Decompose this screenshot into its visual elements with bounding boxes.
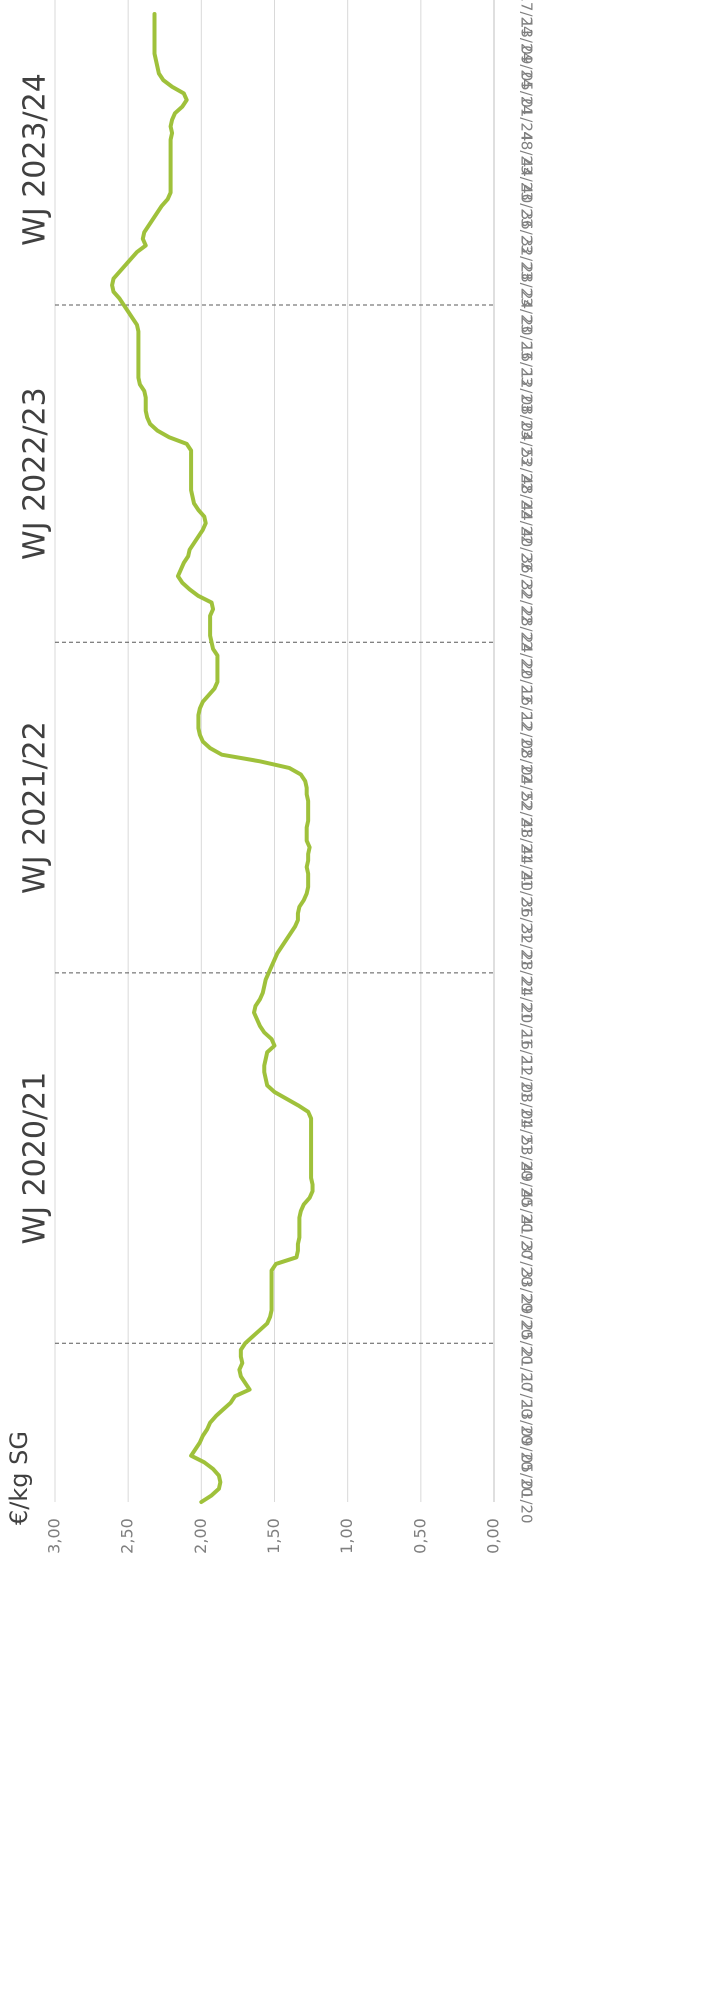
x-tick-label: 08/22 xyxy=(518,740,536,783)
y-tick-label: 3,00 xyxy=(45,1518,64,1554)
x-tick-label: 44/21 xyxy=(518,846,536,889)
x-tick-label: 36/23 xyxy=(518,211,536,254)
x-tick-label: 32/23 xyxy=(518,237,536,280)
y-tick-label: 0,00 xyxy=(484,1518,503,1554)
x-tick-label: 09/20 xyxy=(518,1427,536,1470)
x-tick-label: 16/22 xyxy=(518,687,536,730)
y-tick-label: 2,50 xyxy=(118,1518,137,1554)
x-tick-label: 33/20 xyxy=(518,1269,536,1312)
x-tick-label: 09/24 xyxy=(518,45,536,88)
x-tick-label: 21/20 xyxy=(518,1348,536,1391)
season-label: WJ 2023/24 xyxy=(18,73,53,246)
season-label: WJ 2022/23 xyxy=(18,387,53,560)
y-tick-label: 1,50 xyxy=(264,1518,283,1554)
x-tick-label: 36/22 xyxy=(518,555,536,598)
x-tick-label: 16/21 xyxy=(518,1031,536,1074)
x-tick-label: 44/23 xyxy=(518,158,536,201)
y-tick-label: 1,00 xyxy=(337,1518,356,1554)
x-tick-label: 28/23 xyxy=(518,264,536,307)
x-tick-label: 40/23 xyxy=(518,184,536,227)
x-tick-label: 12/22 xyxy=(518,713,536,756)
x-tick-label: 01/20 xyxy=(518,1480,536,1523)
x-tick-label: 24/22 xyxy=(518,634,536,677)
x-tick-label: 52/21 xyxy=(518,793,536,836)
x-tick-label: 13/20 xyxy=(518,1401,536,1444)
x-tick-label: 13/24 xyxy=(518,19,536,62)
x-tick-label: 29/20 xyxy=(518,1295,536,1338)
x-tick-label: 24/21 xyxy=(518,978,536,1021)
x-tick-label: 32/22 xyxy=(518,581,536,624)
x-tick-label: 40/21 xyxy=(518,872,536,915)
x-tick-label: 04/22 xyxy=(518,766,536,809)
x-tick-label: 28/22 xyxy=(518,607,536,650)
x-tick-label: 44/22 xyxy=(518,502,536,545)
x-tick-label: 25/20 xyxy=(518,1322,536,1365)
x-tick-label: 37/20 xyxy=(518,1242,536,1285)
x-tick-label: 52/22 xyxy=(518,449,536,492)
x-tick-label: 48/21 xyxy=(518,819,536,862)
x-tick-label: 48/23 xyxy=(518,131,536,174)
x-tick-label: 32/21 xyxy=(518,925,536,968)
x-tick-label: 36/21 xyxy=(518,898,536,941)
season-label: WJ 2020/21 xyxy=(18,1072,53,1245)
x-tick-label: 28/21 xyxy=(518,951,536,994)
x-tick-label: 05/24 xyxy=(518,72,536,115)
x-tick-label: 49/20 xyxy=(518,1163,536,1206)
x-tick-label: 45/20 xyxy=(518,1189,536,1232)
x-tick-label: 04/23 xyxy=(518,422,536,465)
x-tick-label: 20/23 xyxy=(518,316,536,359)
price-line xyxy=(110,12,315,1504)
x-tick-label: 40/22 xyxy=(518,528,536,571)
x-tick-label: 04/21 xyxy=(518,1110,536,1153)
y-axis-title: €/kg SG xyxy=(5,1431,33,1525)
x-tick-label: 12/21 xyxy=(518,1057,536,1100)
x-tick-label: 41/20 xyxy=(518,1216,536,1259)
x-tick-label: 20/22 xyxy=(518,660,536,703)
x-tick-label: 16/23 xyxy=(518,343,536,386)
y-tick-label: 0,50 xyxy=(410,1518,429,1554)
season-label: WJ 2021/22 xyxy=(18,721,53,894)
x-tick-label: 01/24 xyxy=(518,98,536,141)
x-tick-label: 24/23 xyxy=(518,290,536,333)
x-tick-label: 17/20 xyxy=(518,1375,536,1418)
x-tick-label: 48/22 xyxy=(518,475,536,518)
x-tick-label: 17/24 xyxy=(518,0,536,36)
x-tick-label: 05/20 xyxy=(518,1454,536,1497)
x-tick-label: 20/21 xyxy=(518,1004,536,1047)
x-tick-label: 53/20 xyxy=(518,1136,536,1179)
x-tick-label: 08/23 xyxy=(518,396,536,439)
x-tick-label: 12/23 xyxy=(518,369,536,412)
y-tick-label: 2,00 xyxy=(191,1518,210,1554)
x-tick-label: 08/21 xyxy=(518,1084,536,1127)
